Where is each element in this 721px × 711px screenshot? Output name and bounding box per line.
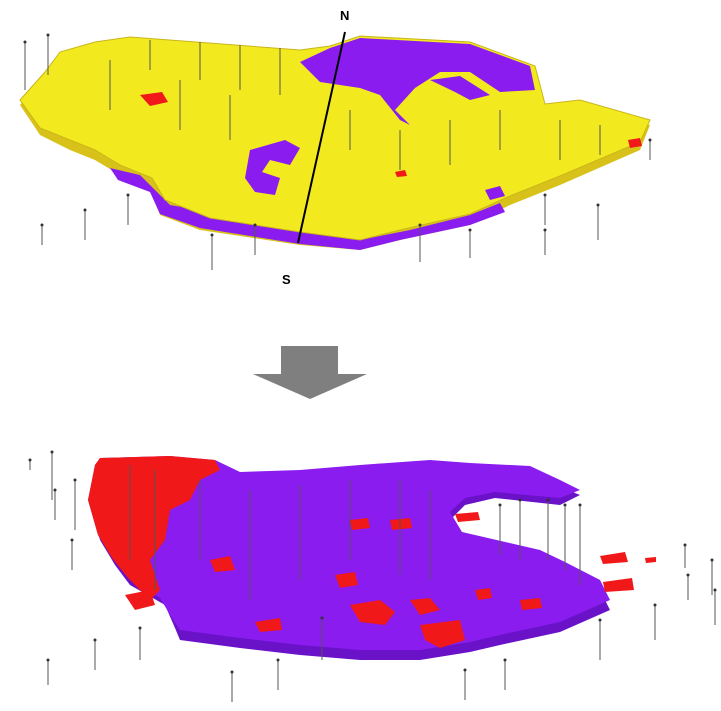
top-purple-patch-east: [430, 76, 490, 100]
top-purple-patch-north: [300, 38, 535, 125]
bottom-red-west-block: [88, 456, 220, 600]
bottom-model-well-heads: [28, 450, 717, 674]
down-arrow-icon: [253, 346, 367, 399]
top-red-spot-west: [140, 92, 168, 106]
north-south-section-line: [297, 31, 346, 244]
top-red-spot-south: [395, 170, 407, 177]
top-purple-patch-small: [485, 186, 505, 200]
bottom-model: [28, 450, 717, 702]
bottom-model-surface: [88, 456, 610, 650]
north-label: N: [340, 8, 349, 23]
top-model: [19, 33, 652, 270]
bottom-model-wells: [29, 452, 716, 702]
top-model-wells: [24, 35, 651, 270]
top-purple-patch-center: [245, 140, 300, 195]
south-label: S: [282, 272, 291, 287]
top-model-well-heads: [23, 33, 652, 237]
top-red-spot-east: [628, 138, 642, 148]
bottom-detached-red-cells: [455, 512, 656, 592]
bottom-red-patches: [125, 518, 542, 648]
